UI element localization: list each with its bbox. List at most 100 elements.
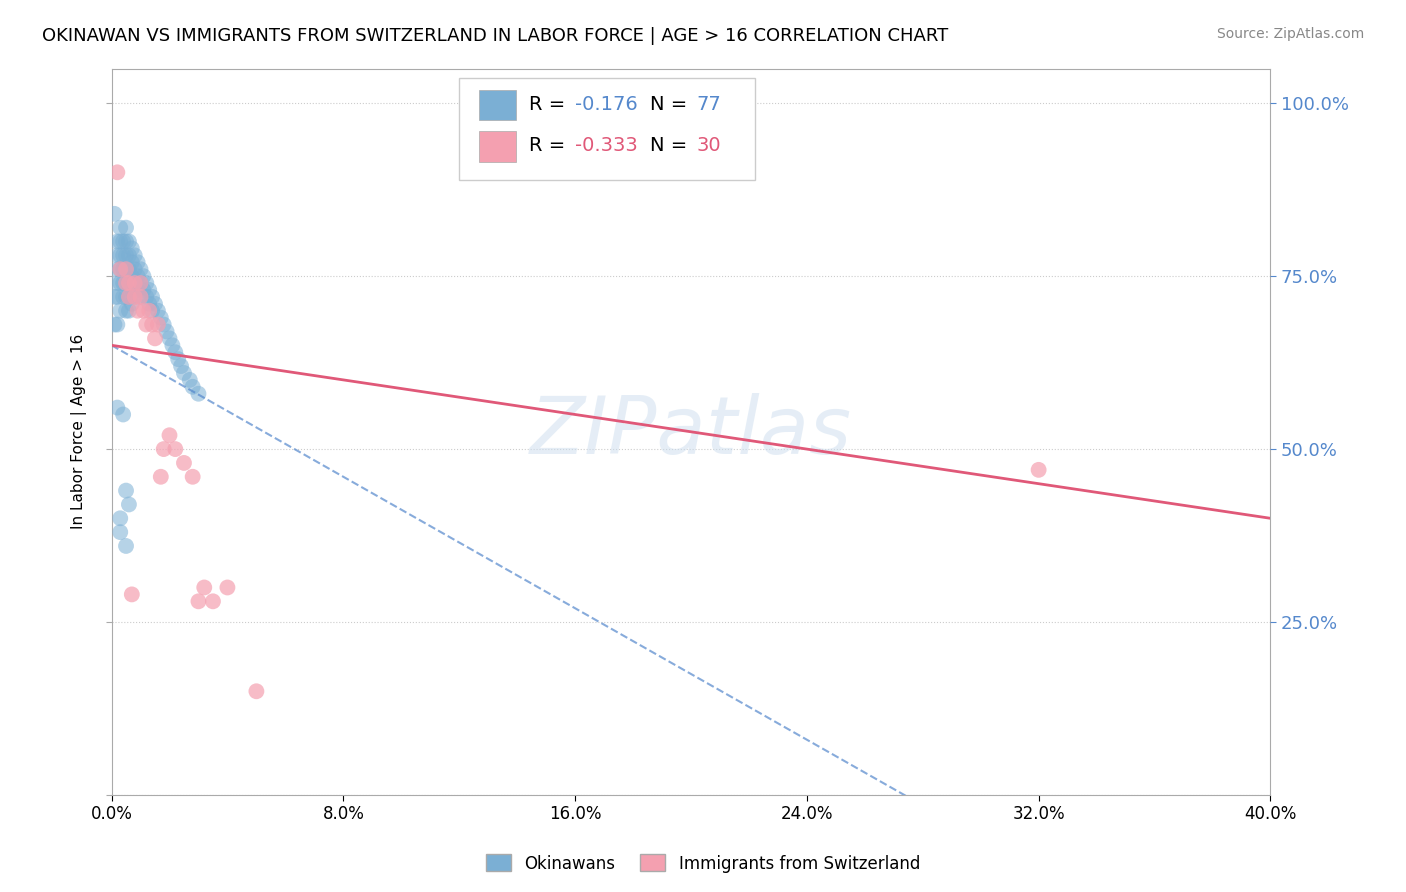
Point <box>146 318 169 332</box>
Point <box>146 303 169 318</box>
Point <box>124 248 146 262</box>
Point <box>105 276 128 290</box>
Point <box>127 255 149 269</box>
Point <box>124 262 146 277</box>
Point <box>181 380 204 394</box>
Point <box>193 581 215 595</box>
Point <box>245 684 267 698</box>
Bar <box>479 131 516 161</box>
Text: Source: ZipAtlas.com: Source: ZipAtlas.com <box>1216 27 1364 41</box>
Text: -0.333: -0.333 <box>575 136 638 155</box>
Point <box>127 269 149 284</box>
Point <box>118 290 141 304</box>
Point <box>121 242 143 256</box>
Point <box>124 276 146 290</box>
Point <box>115 303 138 318</box>
Point <box>127 283 149 297</box>
Point <box>110 511 132 525</box>
Point <box>110 276 132 290</box>
Point <box>115 276 138 290</box>
Point <box>105 235 128 249</box>
Point <box>112 248 135 262</box>
Point <box>143 331 166 345</box>
Point <box>118 235 141 249</box>
Point <box>217 581 239 595</box>
Point <box>105 165 128 179</box>
Point <box>115 539 138 553</box>
Point <box>121 255 143 269</box>
Text: N =: N = <box>651 136 695 155</box>
Point <box>129 262 152 277</box>
Point <box>141 290 163 304</box>
Point <box>115 220 138 235</box>
Point <box>118 248 141 262</box>
Point <box>115 235 138 249</box>
Point <box>201 594 224 608</box>
Y-axis label: In Labor Force | Age > 16: In Labor Force | Age > 16 <box>72 334 87 530</box>
Point <box>110 248 132 262</box>
Point <box>103 290 125 304</box>
Point <box>129 276 152 290</box>
Point <box>135 318 157 332</box>
Point <box>135 276 157 290</box>
Point <box>118 498 141 512</box>
Point <box>121 587 143 601</box>
Point <box>118 276 141 290</box>
Point <box>165 442 187 456</box>
Point <box>112 262 135 277</box>
Point <box>115 276 138 290</box>
Point <box>159 331 181 345</box>
Point <box>152 442 174 456</box>
Point <box>115 262 138 277</box>
Point <box>105 262 128 277</box>
Point <box>141 303 163 318</box>
Point <box>110 262 132 277</box>
Point <box>159 428 181 442</box>
Point <box>173 456 195 470</box>
Point <box>112 290 135 304</box>
Point <box>118 290 141 304</box>
Text: OKINAWAN VS IMMIGRANTS FROM SWITZERLAND IN LABOR FORCE | AGE > 16 CORRELATION CH: OKINAWAN VS IMMIGRANTS FROM SWITZERLAND … <box>42 27 949 45</box>
Point <box>127 303 149 318</box>
Point <box>132 269 155 284</box>
Point <box>105 318 128 332</box>
Point <box>110 303 132 318</box>
Point <box>141 318 163 332</box>
Point <box>143 297 166 311</box>
Text: 77: 77 <box>697 95 721 114</box>
Point <box>165 345 187 359</box>
Point <box>118 262 141 277</box>
Point <box>155 325 177 339</box>
Text: ZIPatlas: ZIPatlas <box>530 392 852 471</box>
Text: R =: R = <box>529 95 571 114</box>
Point <box>118 303 141 318</box>
Point <box>179 373 201 387</box>
Point <box>167 352 190 367</box>
Point <box>1028 463 1050 477</box>
Point <box>124 290 146 304</box>
Point <box>115 290 138 304</box>
Point <box>149 310 172 325</box>
Point <box>110 220 132 235</box>
Point <box>132 303 155 318</box>
Point <box>115 483 138 498</box>
Text: -0.176: -0.176 <box>575 95 638 114</box>
Point <box>112 235 135 249</box>
Point <box>138 297 160 311</box>
Point <box>129 290 152 304</box>
Point <box>124 290 146 304</box>
Point <box>118 276 141 290</box>
Point <box>112 276 135 290</box>
Point <box>173 366 195 380</box>
Point <box>103 318 125 332</box>
Point <box>170 359 193 373</box>
Text: N =: N = <box>651 95 695 114</box>
Text: 30: 30 <box>697 136 721 155</box>
Point <box>115 262 138 277</box>
Legend: Okinawans, Immigrants from Switzerland: Okinawans, Immigrants from Switzerland <box>479 847 927 880</box>
Point <box>187 386 209 401</box>
Point <box>103 207 125 221</box>
Point <box>105 290 128 304</box>
Point <box>132 283 155 297</box>
Point <box>115 248 138 262</box>
